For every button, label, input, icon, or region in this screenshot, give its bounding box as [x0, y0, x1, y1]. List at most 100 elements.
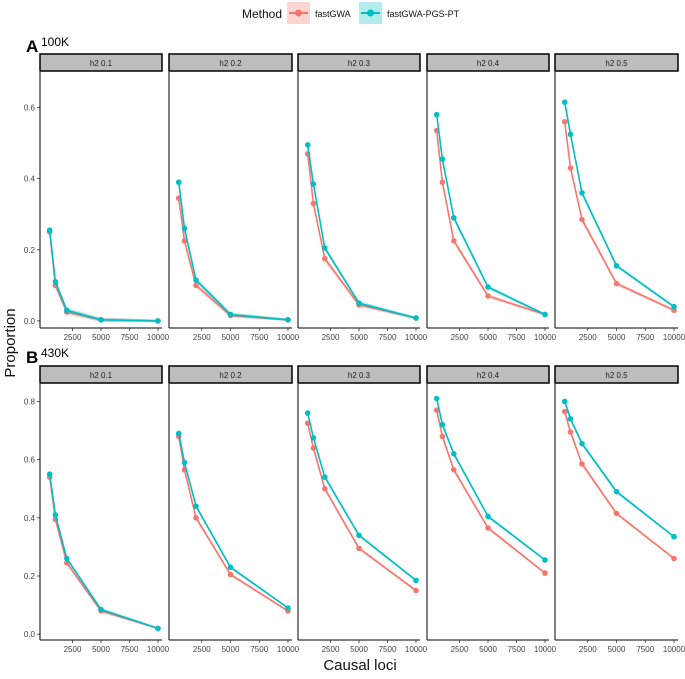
data-point-fastgwa-pgs-pt — [64, 555, 70, 562]
data-point-fastgwa-pgs-pt — [175, 430, 182, 437]
x-tick-label: 5000 — [222, 645, 240, 654]
x-tick-label: 5000 — [350, 333, 368, 342]
series-band-fastgwa — [178, 432, 288, 613]
facet-strip — [168, 365, 293, 384]
facet-strip — [297, 53, 421, 72]
data-point-fastgwa-pgs-pt — [98, 606, 104, 613]
x-tick-label: 10000 — [147, 645, 170, 654]
data-point-fastgwa — [561, 118, 568, 125]
facet-strip — [168, 53, 293, 72]
series-band-fastgwa-pgs-pt — [307, 140, 416, 320]
data-point-fastgwa-pgs-pt — [98, 317, 104, 323]
data-point-fastgwa-pgs-pt — [322, 474, 328, 480]
y-tick-label: 0.6 — [24, 456, 36, 465]
series-line-fastgwa — [177, 198, 289, 321]
x-tick-label: 7500 — [636, 645, 654, 654]
facet-h2-0-1: h2 0.1 2500 5000 7500 10000 — [39, 365, 170, 654]
facet-strip-label: h2 0.3 — [348, 371, 371, 380]
data-point-fastgwa — [439, 433, 446, 440]
data-point-fastgwa — [542, 570, 548, 576]
facet-strip — [39, 365, 163, 384]
data-point-fastgwa-pgs-pt — [310, 435, 317, 441]
data-point-fastgwa — [193, 515, 199, 521]
data-point-fastgwa-pgs-pt — [579, 440, 585, 447]
x-tick-label: 2500 — [579, 645, 597, 654]
data-point-fastgwa-pgs-pt — [561, 398, 568, 405]
series-line-fastgwa-pgs-pt — [306, 144, 417, 319]
x-tick-label: 7500 — [636, 333, 654, 342]
x-tick-label: 7500 — [121, 645, 139, 654]
facet-strip — [297, 365, 421, 384]
facet-strip-label: h2 0.5 — [605, 371, 628, 380]
series-line-fastgwa-pgs-pt — [306, 412, 417, 581]
data-point-fastgwa — [322, 255, 328, 262]
data-point-fastgwa-pgs-pt — [285, 605, 291, 611]
series-line-fastgwa — [306, 153, 417, 319]
series-line-fastgwa-pgs-pt — [435, 114, 546, 316]
legend-key-fastgwa-point — [295, 9, 302, 17]
data-point-fastgwa — [579, 461, 585, 467]
data-point-fastgwa-pgs-pt — [671, 533, 677, 540]
series-line-fastgwa — [306, 423, 417, 592]
series-line-fastgwa-pgs-pt — [48, 230, 159, 322]
facet-strip-label: h2 0.4 — [477, 59, 500, 68]
facet-strip-label: h2 0.2 — [219, 371, 242, 380]
data-point-fastgwa-pgs-pt — [46, 227, 53, 234]
x-axis-title: Causal loci — [323, 657, 396, 674]
facet-h2-0-2: h2 0.2 2500 5000 7500 10000 — [168, 53, 300, 342]
data-point-fastgwa-pgs-pt — [413, 315, 419, 321]
series-line-fastgwa — [177, 436, 289, 612]
data-point-fastgwa-pgs-pt — [439, 421, 446, 428]
x-tick-label: 7500 — [379, 645, 397, 654]
data-point-fastgwa — [567, 429, 574, 435]
data-point-fastgwa-pgs-pt — [52, 278, 59, 285]
legend-key-pgs-point — [367, 9, 374, 17]
x-tick-label: 2500 — [64, 333, 82, 342]
data-point-fastgwa — [613, 280, 620, 287]
legend-key-fastgwa-pgs-pt — [359, 2, 382, 24]
y-tick-label: 0.6 — [24, 104, 36, 113]
data-point-fastgwa-pgs-pt — [304, 142, 311, 148]
data-point-fastgwa-pgs-pt — [485, 513, 491, 520]
x-tick-label: 2500 — [451, 645, 469, 654]
data-point-fastgwa-pgs-pt — [155, 625, 161, 632]
x-tick-label: 2500 — [193, 333, 211, 342]
x-tick-label: 10000 — [277, 645, 300, 654]
x-tick-label: 2500 — [322, 333, 340, 342]
data-point-fastgwa-pgs-pt — [567, 416, 574, 422]
facet-strip — [554, 53, 679, 72]
data-point-fastgwa-pgs-pt — [227, 311, 234, 318]
x-tick-label: 7500 — [508, 333, 526, 342]
data-point-fastgwa-pgs-pt — [485, 284, 491, 290]
facet-strip — [39, 53, 163, 72]
facet-h2-0-5: h2 0.5 2500 5000 7500 10000 — [554, 365, 685, 654]
x-tick-label: 10000 — [147, 333, 170, 342]
series-line-fastgwa — [563, 411, 675, 560]
series-line-fastgwa-pgs-pt — [435, 398, 546, 561]
series-band-fastgwa-pgs-pt — [564, 97, 674, 309]
data-point-fastgwa-pgs-pt — [542, 557, 548, 563]
y-axis-title: Proportion — [2, 308, 19, 377]
x-tick-label: 5000 — [350, 645, 368, 654]
facet-strip — [554, 365, 679, 384]
y-tick-label: 0.8 — [24, 397, 36, 406]
panel-subtitle: 100K — [41, 35, 69, 49]
data-point-fastgwa — [356, 545, 362, 552]
facet-h2-0-5: h2 0.5 2500 5000 7500 10000 — [554, 53, 685, 342]
data-point-fastgwa — [671, 555, 677, 562]
series-band-fastgwa — [178, 193, 288, 322]
x-tick-label: 2500 — [193, 645, 211, 654]
legend-title: Method — [242, 7, 282, 21]
data-point-fastgwa-pgs-pt — [413, 577, 419, 584]
x-tick-label: 2500 — [451, 333, 469, 342]
x-tick-label: 10000 — [663, 645, 685, 654]
data-point-fastgwa-pgs-pt — [155, 318, 161, 324]
x-tick-label: 5000 — [479, 645, 497, 654]
series-band-fastgwa — [307, 419, 416, 592]
data-point-fastgwa — [193, 282, 199, 289]
facet-strip-label: h2 0.1 — [90, 371, 113, 380]
data-point-fastgwa-pgs-pt — [433, 395, 440, 402]
series-band-fastgwa — [436, 406, 545, 575]
data-point-fastgwa — [567, 165, 574, 171]
data-point-fastgwa-pgs-pt — [613, 262, 620, 269]
